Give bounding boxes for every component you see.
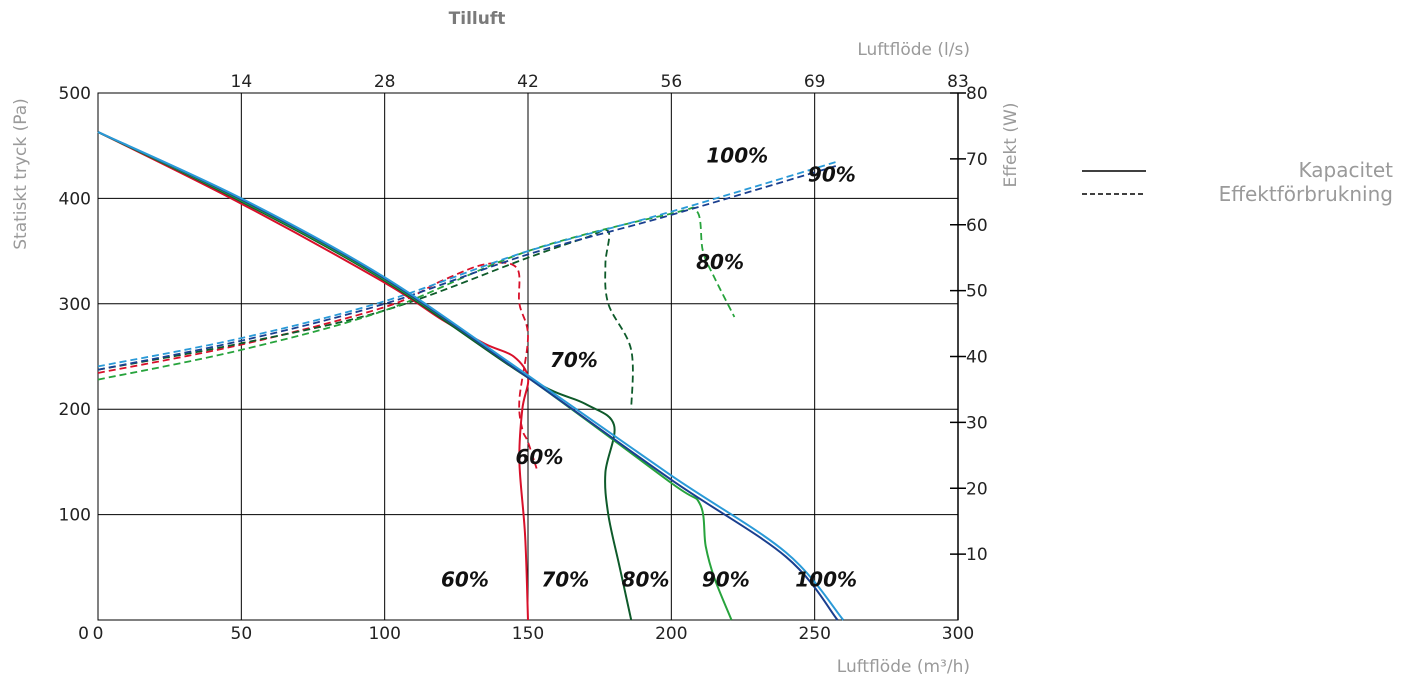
capacity-line-100pct [97, 131, 845, 621]
power-lines [97, 160, 838, 469]
percent-label: 90% [808, 163, 856, 187]
x-tick-label: 150 [512, 624, 544, 644]
power-line-80pct [97, 206, 736, 381]
percent-label: 80% [622, 567, 670, 591]
y2-tick-label: 20 [966, 479, 988, 499]
power-line-90pct [97, 164, 838, 371]
legend-item-kapacitet: Kapacitet [1298, 158, 1393, 182]
y2-tick-label: 50 [966, 282, 988, 302]
y-tick-label: 400 [59, 189, 91, 209]
y-tick-label: 100 [59, 506, 91, 526]
x2-tick-label: 28 [374, 72, 396, 92]
capacity-lines [97, 131, 845, 621]
x2-ticks: 14 28 42 56 69 83 [231, 72, 969, 92]
capacity-line-60pct [97, 131, 530, 621]
y2-tick-label: 40 [966, 348, 988, 368]
power-line-70pct [97, 228, 634, 410]
percent-label: 100% [795, 567, 857, 591]
x-tick-label: 200 [655, 624, 687, 644]
x-tick-label: 300 [942, 624, 974, 644]
y2-tick-label: 60 [966, 216, 988, 236]
x-axis-label: Luftflöde (m³/h) [837, 657, 970, 677]
x-tick-label: 100 [368, 624, 400, 644]
percent-labels: 60% 70% 80% 90% 100% 60% 70% 80% 100% 90% [441, 144, 857, 592]
y-tick-label: 500 [59, 84, 91, 104]
y2-tick-label: 30 [966, 413, 988, 433]
capacity-line-90pct [97, 131, 839, 621]
legend-item-effektforbrukning: Effektförbrukning [1219, 182, 1393, 206]
capacity-line-70pct [97, 131, 633, 621]
percent-label: 60% [441, 567, 489, 591]
percent-label: 80% [696, 250, 744, 274]
y2-axis-label: Effekt (W) [1001, 103, 1021, 188]
percent-label: 70% [550, 348, 598, 372]
x-tick-label: 50 [231, 624, 253, 644]
x2-tick-label: 69 [804, 72, 826, 92]
percent-label: 60% [516, 445, 564, 469]
x2-tick-label: 56 [661, 72, 683, 92]
capacity-line-80pct [97, 131, 733, 621]
y2-axis: 10 20 30 40 50 60 70 80 [950, 84, 988, 620]
x2-axis-label: Luftflöde (l/s) [857, 40, 970, 60]
legend: Kapacitet Effektförbrukning [1082, 158, 1393, 206]
x-ticks: 0 50 100 150 200 250 300 [93, 624, 975, 644]
x-tick-label: 250 [798, 624, 830, 644]
y2-tick-label: 10 [966, 545, 988, 565]
y-tick-label: 200 [59, 400, 91, 420]
x2-tick-label: 83 [947, 72, 969, 92]
power-line-60pct [97, 261, 538, 469]
power-line-100pct [97, 160, 838, 368]
chart-title: Tilluft [449, 9, 506, 29]
y-ticks: 0 100 200 300 400 500 [59, 84, 91, 644]
y2-tick-label: 70 [966, 150, 988, 170]
y2-tick-label: 80 [966, 84, 988, 104]
percent-label: 70% [541, 567, 589, 591]
x2-tick-label: 42 [517, 72, 539, 92]
percent-label: 100% [706, 144, 768, 168]
y-axis-label: Statiskt tryck (Pa) [11, 98, 31, 250]
x-tick-label: 0 [93, 624, 104, 644]
x2-tick-label: 14 [231, 72, 253, 92]
y-tick-label: 0 [78, 624, 89, 644]
y-tick-label: 300 [59, 295, 91, 315]
percent-label: 90% [702, 567, 750, 591]
